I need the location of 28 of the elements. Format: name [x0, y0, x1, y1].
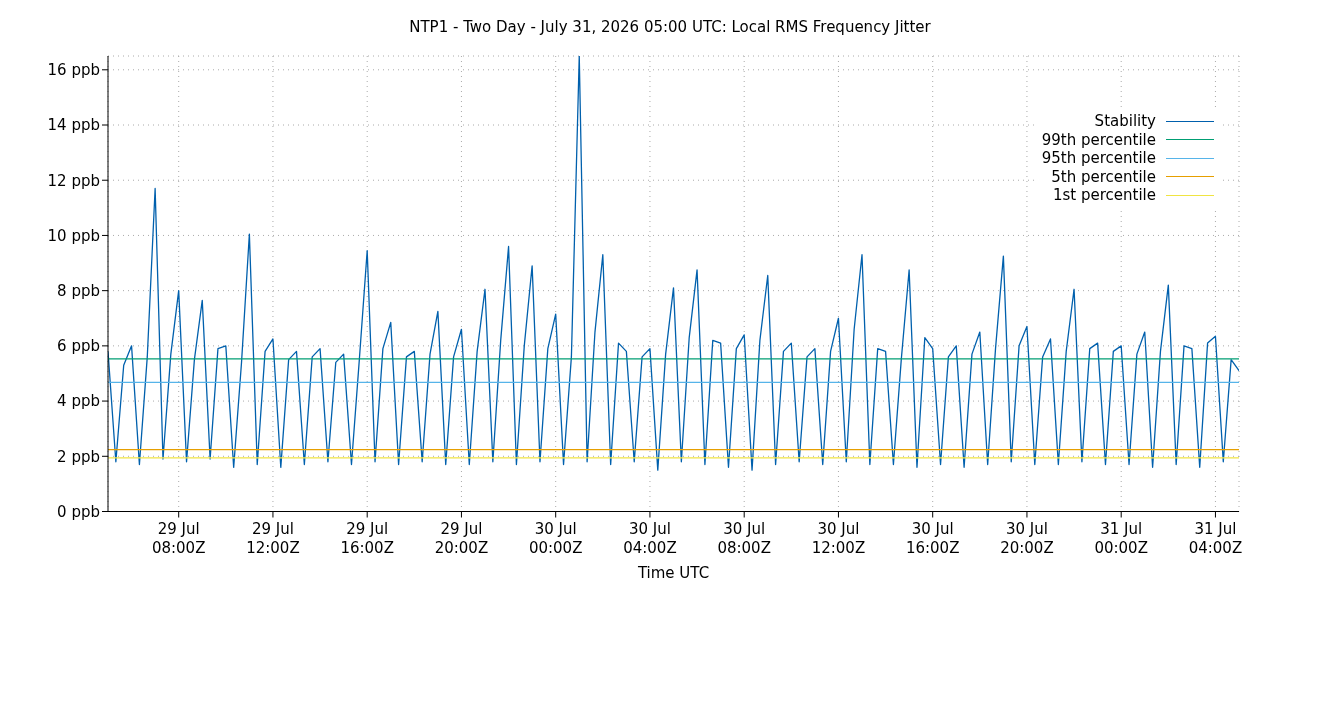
x-tick-label: 30 Jul 12:00Z	[811, 519, 866, 557]
chart-title: NTP1 - Two Day - July 31, 2026 05:00 UTC: Local RMS Frequency Jitter	[408, 17, 932, 38]
y-tick-label: 16 ppb	[47, 61, 100, 80]
legend-label: 95th percentile	[1041, 149, 1156, 168]
x-tick-label: 31 Jul 04:00Z	[1188, 519, 1243, 557]
y-tick-label: 2 ppb	[57, 447, 100, 466]
y-tick-label: 12 ppb	[47, 171, 100, 190]
y-tick-label: 6 ppb	[57, 337, 100, 356]
legend-label: 99th percentile	[1041, 130, 1156, 149]
y-tick-label: 14 ppb	[47, 116, 100, 135]
x-tick-label: 29 Jul 16:00Z	[340, 519, 394, 557]
x-tick-label: 31 Jul 00:00Z	[1094, 519, 1148, 557]
y-tick-label: 8 ppb	[57, 281, 100, 300]
y-tick-label: 0 ppb	[57, 502, 100, 521]
x-tick-label: 30 Jul 20:00Z	[1000, 519, 1054, 557]
y-tick-label: 10 ppb	[47, 226, 100, 245]
x-tick-label: 30 Jul 16:00Z	[905, 519, 960, 557]
legend-label: 5th percentile	[1051, 167, 1156, 186]
x-tick-label: 30 Jul 00:00Z	[528, 519, 583, 557]
y-tick-label: 4 ppb	[57, 392, 100, 411]
legend-label: Stability	[1094, 112, 1156, 131]
x-tick-label: 29 Jul 12:00Z	[246, 519, 300, 557]
x-tick-label: 30 Jul 04:00Z	[623, 519, 677, 557]
legend-label: 1st percentile	[1052, 186, 1156, 205]
x-tick-label: 30 Jul 08:00Z	[717, 519, 771, 557]
x-tick-label: 29 Jul 20:00Z	[434, 519, 489, 557]
x-axis-title: Time UTC	[636, 563, 710, 582]
x-tick-label: 29 Jul 08:00Z	[151, 519, 206, 557]
